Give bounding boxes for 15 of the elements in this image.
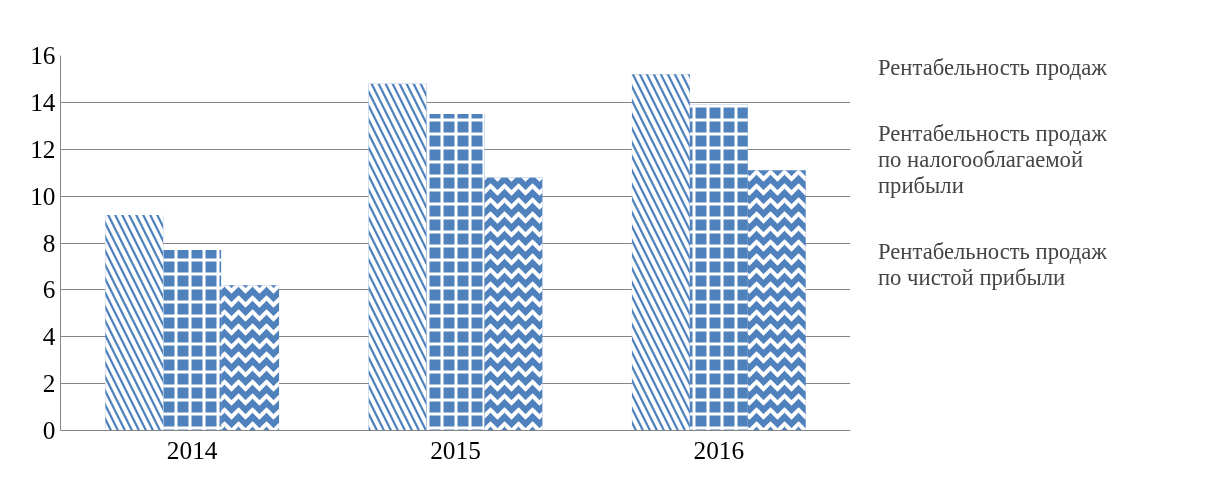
y-tick-label: 10 (30, 181, 56, 210)
y-tick-label: 4 (42, 322, 56, 351)
text: Рентабельность продаж (878, 55, 1107, 81)
y-tick-label: 16 (30, 41, 56, 69)
x-tick-label: 2015 (430, 435, 481, 464)
x-tick-label: 2016 (693, 435, 745, 464)
y-tick-label: 2 (42, 369, 56, 398)
text: Рентабельность продаж по налогооблагаемой прибыли (878, 121, 1107, 199)
y-tick-label: 14 (30, 87, 56, 116)
y-tick-label: 6 (42, 275, 56, 304)
y-tick-label: 0 (42, 416, 56, 444)
y-tick-label: 8 (42, 228, 56, 257)
x-tick-label: 2014 (166, 435, 218, 464)
text: Рентабельность продаж по чистой прибыли (878, 239, 1107, 291)
y-tick-label: 12 (30, 134, 56, 163)
